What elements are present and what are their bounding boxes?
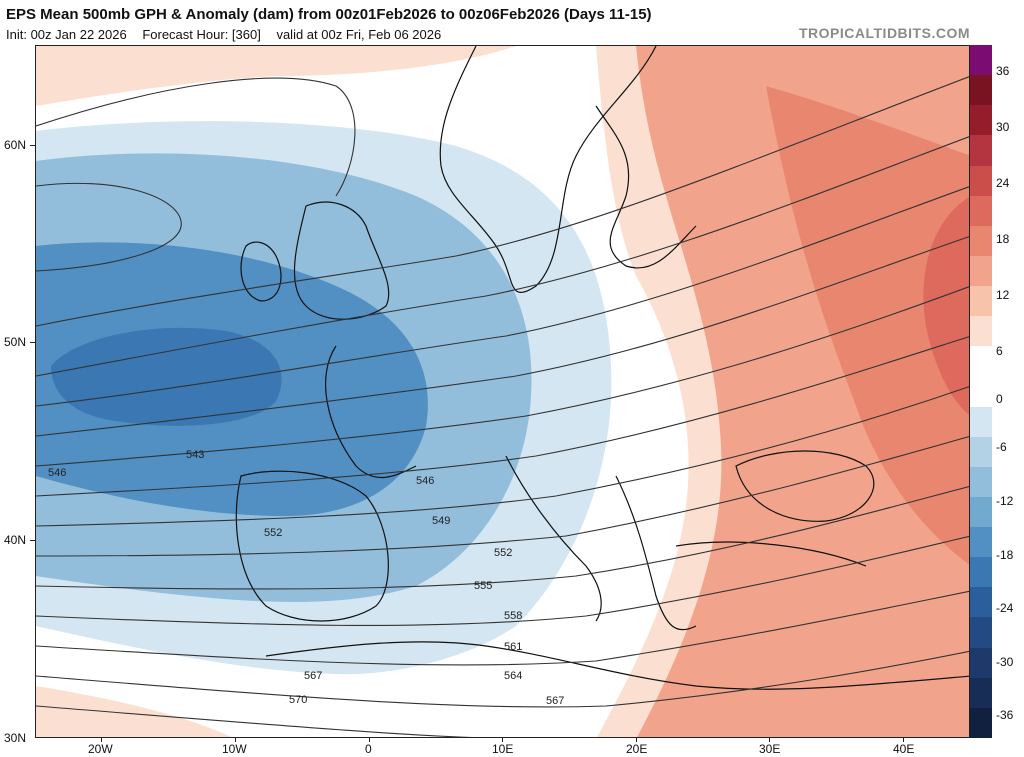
contour-label: 543 (186, 449, 204, 461)
colorbar-segment (970, 587, 992, 618)
lon-tick (903, 738, 904, 742)
colorbar-segment (970, 677, 992, 709)
contour-label: 570 (289, 694, 307, 706)
contour-label: 561 (504, 641, 522, 653)
colorbar-segment (970, 75, 992, 106)
lon-label: 0 (365, 742, 372, 756)
lat-tick (30, 342, 35, 343)
colorbar-segment (970, 105, 992, 136)
contour-label: 552 (494, 547, 512, 559)
lat-label: 60N (4, 138, 27, 152)
contour-label: 555 (474, 580, 492, 592)
contour-label: 567 (546, 695, 564, 707)
colorbar-segment (970, 466, 992, 498)
contour-label: 546 (416, 475, 434, 487)
valid-time: valid at 00z Fri, Feb 06 2026 (276, 27, 442, 42)
colorbar-segment (970, 376, 992, 408)
colorbar-segment (970, 496, 992, 528)
lon-label: 20E (626, 742, 648, 756)
contour-label: 546 (48, 467, 66, 479)
colorbar-label: -12 (996, 494, 1014, 508)
lon-label: 40E (893, 742, 915, 756)
colorbar-label: 24 (996, 176, 1010, 190)
forecast-hour: Forecast Hour: [360] (142, 27, 261, 42)
colorbar-label: -18 (996, 548, 1014, 562)
lon-tick (636, 738, 637, 742)
lat-label: 50N (4, 335, 27, 349)
colorbar-label: 6 (996, 344, 1003, 358)
contour-label: 567 (304, 670, 322, 682)
colorbar-label: 0 (996, 392, 1003, 406)
lon-label: 30E (759, 742, 781, 756)
colorbar-segment (970, 316, 992, 347)
contour-label: 549 (432, 515, 450, 527)
colorbar-segment (970, 346, 992, 377)
colorbar-label: -6 (996, 440, 1007, 454)
colorbar-label: 18 (996, 232, 1010, 246)
height-contours (36, 76, 969, 737)
lon-label: 20W (88, 742, 113, 756)
colorbar-segment (970, 45, 992, 76)
colorbar-segment (970, 527, 992, 558)
brand-watermark[interactable]: TROPICALTIDBITS.COM (798, 25, 970, 41)
colorbar-segment (970, 707, 992, 739)
contour-label: 564 (504, 670, 522, 682)
colorbar-segment (970, 225, 992, 257)
colorbar-label: 30 (996, 120, 1010, 134)
contour-labels: 543 546 546 549 552 552 555 558 561 564 … (48, 449, 564, 707)
coastlines (235, 46, 969, 690)
colorbar-segment (970, 165, 992, 197)
lon-label: 10E (492, 742, 514, 756)
colorbar-label: -24 (996, 601, 1014, 615)
contour-label: 552 (264, 527, 282, 539)
lat-tick (30, 540, 35, 541)
colorbar-segment (970, 647, 992, 679)
colorbar-segment (970, 406, 992, 438)
lat-label: 30N (4, 731, 27, 745)
colorbar-label: -30 (996, 655, 1014, 669)
positive-anomaly-nw (36, 46, 516, 106)
lon-tick (235, 738, 236, 742)
map-subtitle: Init: 00z Jan 22 2026 Forecast Hour: [36… (6, 27, 453, 42)
negative-anomaly-core (51, 327, 282, 426)
map-title: EPS Mean 500mb GPH & Anomaly (dam) from … (6, 6, 652, 23)
colorbar-segment (970, 286, 992, 317)
lat-tick (30, 145, 35, 146)
lon-tick (502, 738, 503, 742)
lon-tick (769, 738, 770, 742)
colorbar-segment (970, 557, 992, 588)
lat-label: 40N (4, 533, 27, 547)
contour-label: 558 (504, 610, 522, 622)
colorbar-segment (970, 195, 992, 227)
lon-tick (101, 738, 102, 742)
lon-tick (369, 738, 370, 742)
init-time: Init: 00z Jan 22 2026 (6, 27, 127, 42)
colorbar-label: 36 (996, 64, 1010, 78)
colorbar-segment (970, 135, 992, 167)
anomaly-colorbar (970, 45, 992, 739)
map-canvas: 543 546 546 549 552 552 555 558 561 564 … (36, 46, 969, 737)
positive-anomaly-sw (36, 686, 232, 737)
colorbar-label: -36 (996, 708, 1014, 722)
colorbar-segment (970, 436, 992, 468)
colorbar-label: 12 (996, 288, 1010, 302)
lon-label: 10W (222, 742, 247, 756)
positive-anomaly-core (923, 197, 969, 415)
anomaly-map: 543 546 546 549 552 552 555 558 561 564 … (35, 45, 970, 738)
colorbar-segment (970, 255, 992, 287)
colorbar-segment (970, 617, 992, 649)
